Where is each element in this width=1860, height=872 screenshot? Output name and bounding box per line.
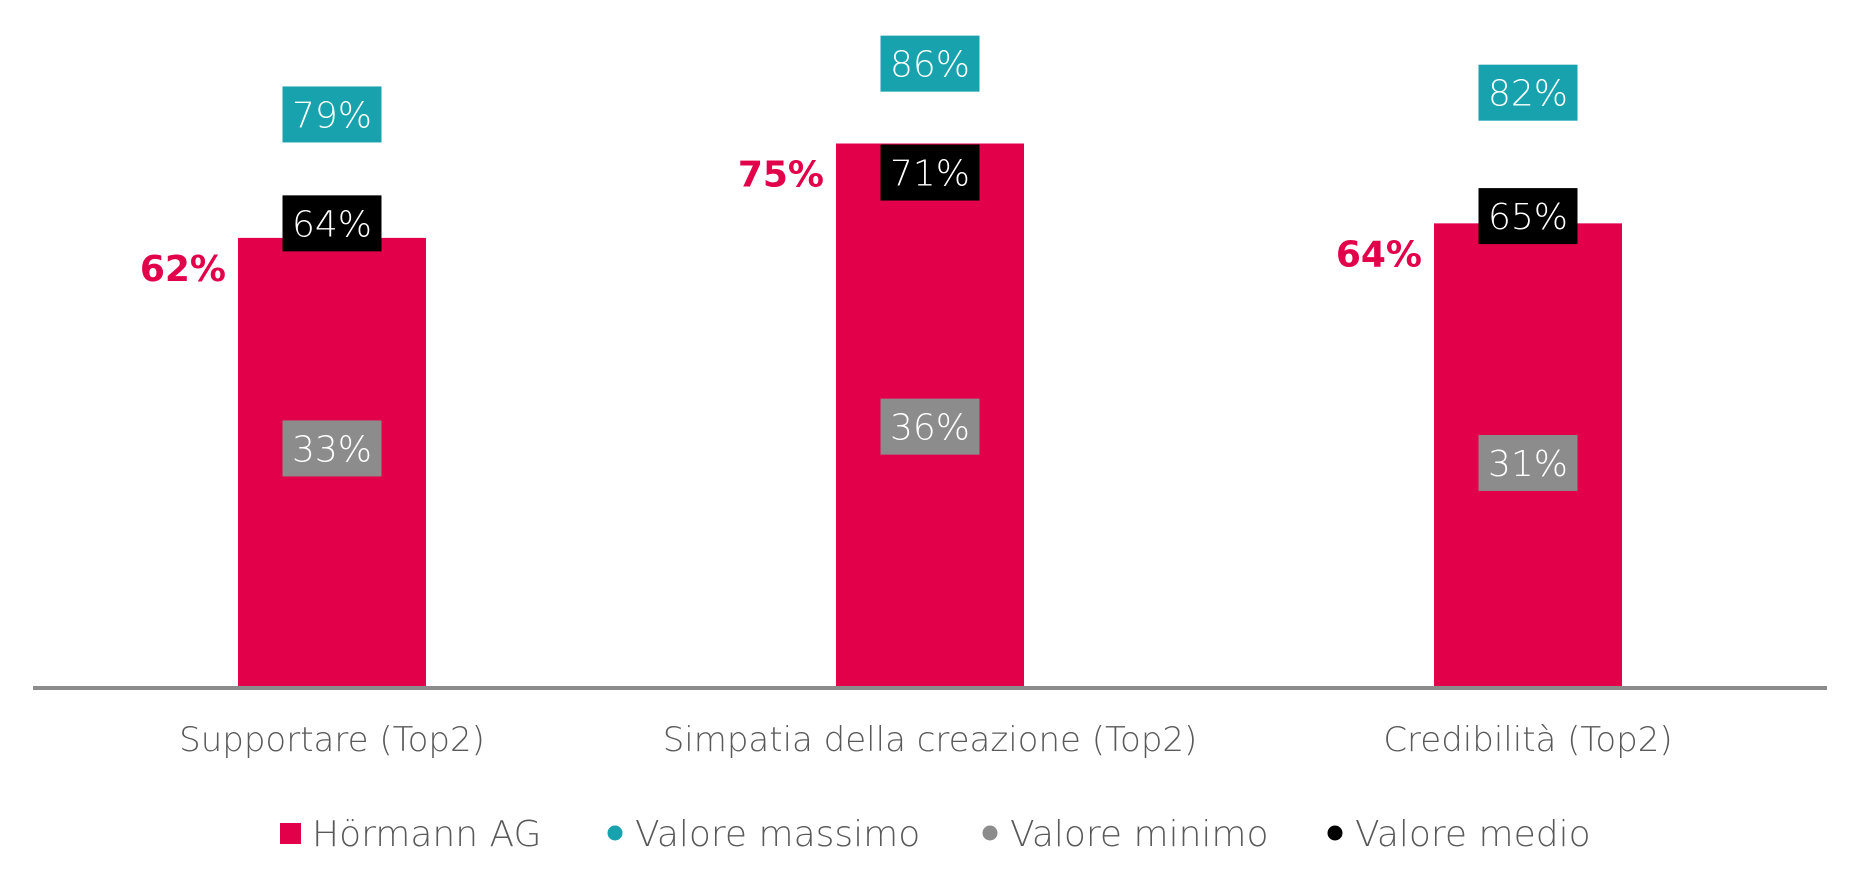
legend-label: Valore medio bbox=[1355, 814, 1591, 855]
marker-box bbox=[880, 398, 980, 455]
bar-value-label-supportare-top2: 62% bbox=[140, 249, 226, 290]
marker-valore-medio-simpatia-della-creazione-top2: 71% bbox=[880, 144, 980, 201]
marker-label: 86% bbox=[890, 45, 970, 86]
legend-item-valore-massimo: Valore massimo bbox=[607, 814, 920, 855]
marker-valore-medio-credibilita-top2: 65% bbox=[1478, 188, 1578, 245]
legend-label: Valore minimo bbox=[1010, 814, 1269, 855]
marker-box bbox=[282, 86, 382, 143]
marker-valore-minimo-simpatia-della-creazione-top2: 36% bbox=[880, 398, 980, 455]
marker-label: 71% bbox=[890, 154, 970, 195]
marker-label: 79% bbox=[292, 95, 372, 136]
legend-label: Hörmann AG bbox=[312, 814, 541, 855]
marker-label: 31% bbox=[1488, 444, 1568, 485]
marker-valore-massimo-simpatia-della-creazione-top2: 86% bbox=[880, 35, 980, 92]
marker-label: 82% bbox=[1488, 74, 1568, 115]
legend-item-valore-minimo: Valore minimo bbox=[982, 814, 1269, 855]
legend-swatch-dot bbox=[982, 825, 998, 841]
marker-valore-massimo-supportare-top2: 79% bbox=[282, 86, 382, 143]
category-labels: Supportare (Top2) Simpatia della creazion… bbox=[179, 720, 1673, 760]
marker-label: 36% bbox=[890, 408, 970, 449]
marker-box bbox=[1478, 64, 1578, 121]
legend-swatch-square bbox=[280, 823, 301, 844]
marker-box bbox=[1478, 188, 1578, 245]
marker-valore-medio-supportare-top2: 64% bbox=[282, 195, 382, 252]
legend-label: Valore massimo bbox=[635, 814, 920, 855]
legend-item-hormann-ag: Hörmann AG bbox=[280, 814, 541, 855]
marker-valore-massimo-credibilita-top2: 82% bbox=[1478, 64, 1578, 121]
marker-label: 33% bbox=[292, 429, 372, 470]
marker-box bbox=[282, 195, 382, 252]
category-label-supportare-top2: Supportare (Top2) bbox=[179, 720, 485, 760]
legend: Hörmann AG Valore massimo Valore minimo Val… bbox=[280, 814, 1591, 855]
marker-box bbox=[282, 420, 382, 477]
marker-label: 64% bbox=[292, 204, 372, 245]
legend-swatch-dot bbox=[607, 825, 623, 841]
bar-value-label-credibilita-top2: 64% bbox=[1336, 234, 1422, 275]
marker-box bbox=[880, 144, 980, 201]
marker-label: 65% bbox=[1488, 197, 1568, 238]
marker-box bbox=[1478, 434, 1578, 491]
marker-box bbox=[880, 35, 980, 92]
bar-value-label-simpatia-della-creazione-top2: 75% bbox=[738, 155, 824, 196]
marker-valore-minimo-supportare-top2: 33% bbox=[282, 420, 382, 477]
legend-swatch-dot bbox=[1327, 825, 1343, 841]
category-label-credibilita-top2: Credibilità (Top2) bbox=[1383, 720, 1672, 760]
category-label-simpatia-della-creazione-top2: Simpatia della creazione (Top2) bbox=[663, 720, 1198, 760]
marker-valore-minimo-credibilita-top2: 31% bbox=[1478, 434, 1578, 491]
legend-item-valore-medio: Valore medio bbox=[1327, 814, 1591, 855]
markers-layer: 79% 33% 64% 86% 36% 71% 82% 31% 65% bbox=[282, 35, 1578, 491]
